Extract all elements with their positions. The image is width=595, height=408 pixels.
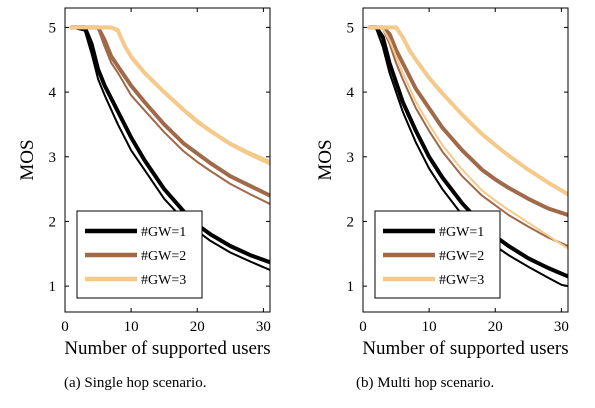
y-tick-label: 4 <box>347 85 355 101</box>
series-line-1 <box>69 25 270 265</box>
series-line-5 <box>367 25 568 197</box>
single-hop-chart: 0 10 20 30 1 2 3 4 5 Number of supported users MOS… <box>17 7 271 359</box>
x-axis-label: Number of supported users <box>64 338 270 359</box>
series-line-1 <box>367 25 568 279</box>
multi-hop-chart: 0 10 20 30 1 2 3 4 5 Number of supported users MOS… <box>315 7 569 359</box>
y-tick-label: 3 <box>347 150 355 166</box>
x-tick-label: 0 <box>359 319 367 335</box>
y-tick-label: 1 <box>347 279 355 295</box>
x-axis-label: Number of supported users <box>362 338 568 359</box>
y-tick-label: 5 <box>347 20 355 36</box>
x-tick-label: 20 <box>488 319 503 335</box>
x-tick-label: 20 <box>190 319 205 335</box>
x-tick-label: 0 <box>61 319 69 335</box>
caption-multi-hop: (b) Multi hop scenario. <box>356 375 495 391</box>
series-line-6 <box>368 26 568 250</box>
series-line-6 <box>70 26 270 166</box>
y-tick-label: 4 <box>49 85 57 101</box>
x-tick-label: 10 <box>422 319 437 335</box>
legend-label-2: #GW=2 <box>439 249 484 264</box>
legend-label-3: #GW=3 <box>439 273 484 288</box>
caption-single-hop: (a) Single hop scenario. <box>64 375 207 391</box>
legend-label-1: #GW=1 <box>141 225 186 240</box>
y-axis-label: MOS <box>315 139 336 180</box>
series-line-3 <box>367 25 568 217</box>
x-tick-label: 30 <box>554 319 569 335</box>
chart-panel-single-hop: 0 10 20 30 1 2 3 4 5 Number of supported users MOS… <box>0 0 297 370</box>
y-tick-label: 2 <box>49 214 57 230</box>
y-tick-label: 3 <box>49 150 57 166</box>
series-line-2 <box>368 26 568 288</box>
legend-label-2: #GW=2 <box>141 249 186 264</box>
legend-label-1: #GW=1 <box>439 225 484 240</box>
y-tick-label: 2 <box>347 214 355 230</box>
series-line-4 <box>368 26 568 247</box>
chart-panel-multi-hop: 0 10 20 30 1 2 3 4 5 Number of supported users MOS… <box>298 0 595 370</box>
axes-frame <box>64 7 271 313</box>
series-group <box>367 25 568 288</box>
y-tick-label: 5 <box>49 20 57 36</box>
legend-label-3: #GW=3 <box>141 273 186 288</box>
x-tick-label: 30 <box>256 319 271 335</box>
axes-frame <box>362 7 569 313</box>
series-line-4 <box>70 26 270 205</box>
x-tick-label: 10 <box>124 319 139 335</box>
y-axis-label: MOS <box>17 139 38 180</box>
y-tick-label: 1 <box>49 279 57 295</box>
series-line-2 <box>70 26 270 271</box>
series-line-3 <box>69 25 270 198</box>
series-line-5 <box>69 25 270 164</box>
series-group <box>69 25 270 271</box>
